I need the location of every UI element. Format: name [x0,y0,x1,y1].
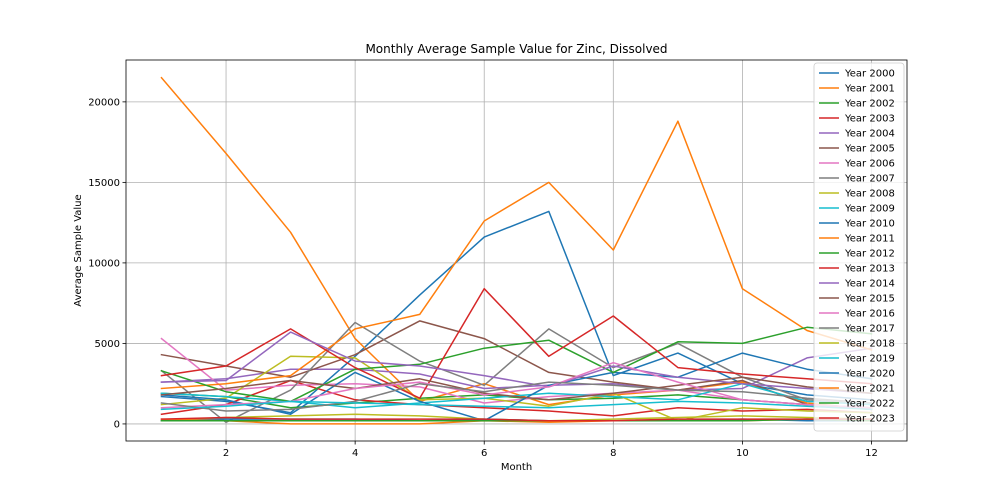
series-line-2 [160,76,873,411]
legend-label: Year 2013 [844,264,895,275]
legend-label: Year 2008 [844,189,895,200]
y-axis-title: Average Sample Value [73,194,84,306]
legend-label: Year 2011 [844,234,895,245]
series-line-24 [160,416,873,422]
x-tick-label: 12 [865,448,878,459]
legend-label: Year 2014 [844,279,895,290]
x-tick-label: 10 [736,448,749,459]
y-tick-label: 20000 [88,97,120,108]
legend-label: Year 2003 [844,114,895,125]
y-tick-label: 5000 [95,339,120,350]
legend-label: Year 2021 [844,384,895,395]
series-line-16 [160,376,873,401]
series-line-14 [160,287,873,399]
legend-label: Year 2017 [844,324,895,335]
series-line-13 [160,326,873,403]
series-line-11 [160,352,873,422]
legend: Year 2000 Year 2001 Year 2002 Year 2003 Year… [813,62,905,432]
legend-label: Year 2018 [844,339,895,350]
axis-ticks: 2 4 6 8 10 12 0 5000 10000 15000 20000 [88,97,878,459]
legend-label: Year 2009 [844,204,895,215]
grid-lines [126,60,907,441]
series-line-18 [160,381,873,412]
legend-label: Year 2012 [844,249,895,260]
series-line-4 [160,379,873,417]
x-tick-label: 8 [610,448,616,459]
legend-label: Year 2006 [844,159,895,170]
series-line-15 [160,331,873,395]
x-tick-label: 2 [223,448,229,459]
legend-label: Year 2016 [844,309,895,320]
legend-label: Year 2007 [844,174,895,185]
legend-label: Year 2023 [844,414,895,425]
series-line-8 [160,321,873,424]
legend-label: Year 2010 [844,219,895,230]
series-line-12 [160,120,873,390]
legend-label: Year 2015 [844,294,895,305]
legend-label: Year 2020 [844,369,895,380]
x-tick-label: 6 [481,448,487,459]
x-tick-label: 4 [352,448,358,459]
legend-box [813,62,905,432]
legend-label: Year 2022 [844,399,895,410]
legend-label: Year 2004 [844,129,895,140]
series-line-10 [160,382,873,409]
legend-label: Year 2002 [844,99,895,110]
plot-frame [125,59,908,442]
y-tick-label: 15000 [88,178,120,189]
series-lines [160,76,873,425]
legend-label: Year 2005 [844,144,895,155]
series-line-23 [160,418,873,422]
x-axis-title: Month [501,462,532,473]
y-tick-label: 10000 [88,258,120,269]
series-line-20 [160,400,873,411]
legend-label: Year 2000 [844,69,895,80]
chart-title: Monthly Average Sample Value for Zinc, D… [365,42,667,56]
legend-label: Year 2001 [844,84,895,95]
legend-label: Year 2019 [844,354,895,365]
y-tick-label: 0 [114,419,120,430]
